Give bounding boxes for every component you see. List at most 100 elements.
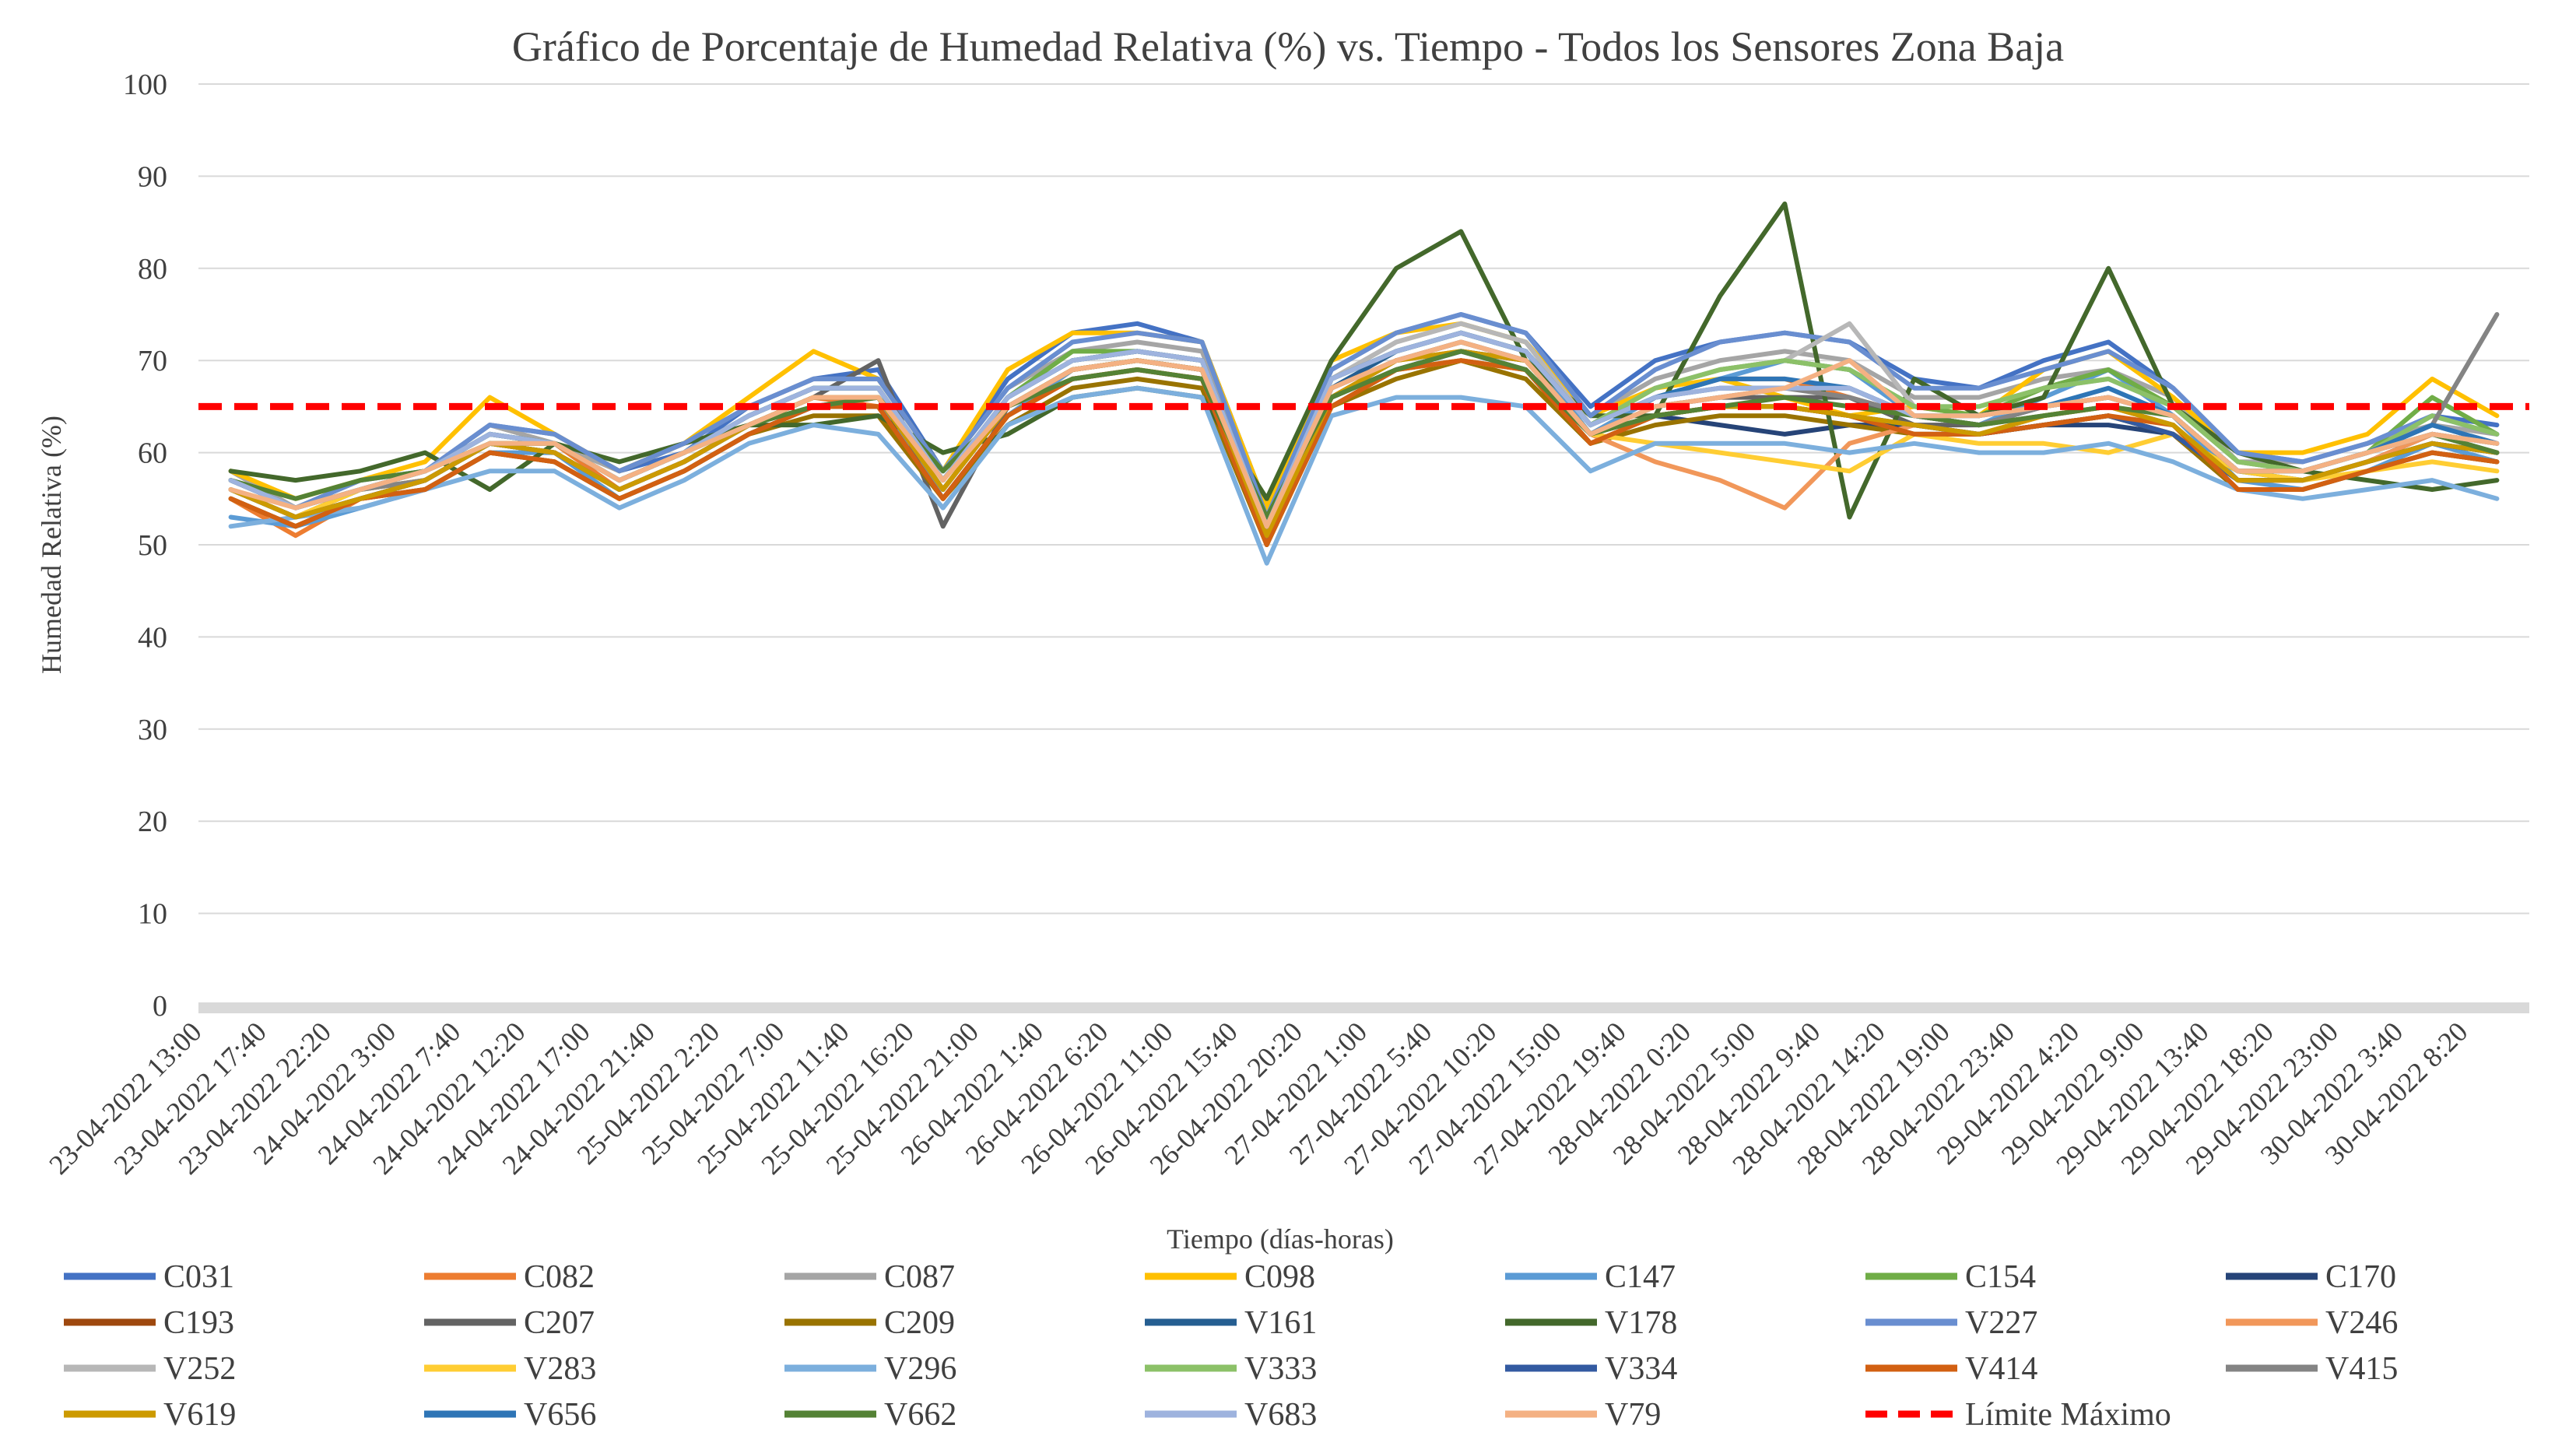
y-tick-label: 50 (138, 529, 167, 562)
data-point (1912, 423, 1917, 427)
data-point (2171, 459, 2175, 464)
data-point (1653, 413, 1658, 418)
y-tick-label: 70 (138, 345, 167, 377)
data-point (1848, 441, 1851, 446)
data-point (1977, 451, 1981, 455)
data-point (229, 524, 233, 528)
data-point (811, 413, 816, 418)
data-point (1005, 395, 1010, 400)
legend-label: V334 (1605, 1351, 1677, 1387)
data-point (423, 469, 427, 473)
data-point (2236, 487, 2241, 492)
series-line-v414 (228, 358, 2500, 547)
data-point (2041, 413, 2046, 418)
data-point (1265, 533, 1269, 538)
data-point (1653, 367, 1658, 372)
data-point (553, 469, 557, 473)
data-point (1782, 349, 1787, 353)
data-point (1329, 358, 1334, 363)
data-point (358, 469, 363, 473)
data-point (2171, 432, 2175, 437)
legend-label: C147 (1605, 1259, 1676, 1295)
data-point (2430, 451, 2434, 455)
data-point (1653, 395, 1658, 400)
data-point (1588, 404, 1593, 409)
data-point (746, 413, 751, 418)
data-point (1782, 358, 1787, 363)
data-point (1329, 386, 1334, 391)
data-point (2430, 432, 2434, 437)
data-point (2236, 451, 2241, 455)
data-point (553, 432, 557, 437)
y-tick-labels: 0 10 20 30 40 50 60 70 80 90 100 (123, 68, 167, 1023)
data-point (487, 469, 492, 473)
data-point (941, 524, 946, 528)
data-point (1977, 432, 1981, 437)
data-point (941, 478, 946, 483)
y-tick-label: 60 (138, 437, 167, 470)
data-point (2041, 451, 2046, 455)
data-point (876, 377, 880, 381)
data-point (2236, 459, 2241, 464)
data-point (1005, 367, 1010, 372)
data-point (1848, 515, 1851, 519)
y-tick-label: 40 (138, 621, 167, 654)
data-point (1135, 349, 1139, 353)
y-tick-label: 90 (138, 160, 167, 193)
data-point (1718, 386, 1722, 391)
data-point (746, 441, 751, 446)
data-point (1912, 404, 1917, 409)
data-point (1912, 395, 1917, 400)
data-point (2430, 478, 2434, 483)
data-point (1653, 423, 1658, 427)
data-point (1912, 441, 1917, 446)
data-point (487, 451, 492, 455)
data-point (1718, 293, 1722, 298)
data-point (1718, 377, 1722, 381)
data-point (2041, 377, 2046, 381)
legend-label: C098 (1244, 1259, 1315, 1295)
data-point (876, 395, 880, 400)
data-point (811, 386, 816, 391)
data-point (1977, 441, 1981, 446)
data-point (1848, 386, 1851, 391)
data-point (1718, 423, 1722, 427)
legend-label: V79 (1605, 1397, 1661, 1433)
data-point (2430, 395, 2434, 400)
data-point (1394, 358, 1399, 363)
legend-label: C087 (884, 1259, 955, 1295)
data-point (423, 487, 427, 492)
data-point (2301, 469, 2305, 473)
legend-label: V656 (524, 1397, 596, 1433)
data-point (1718, 395, 1722, 400)
data-point (1394, 331, 1399, 335)
data-point (1458, 229, 1463, 233)
data-point (1135, 340, 1139, 344)
data-point (1912, 432, 1917, 437)
data-point (2494, 459, 2499, 464)
data-point (1588, 432, 1593, 437)
legend-label: C193 (163, 1305, 234, 1341)
data-point (2106, 340, 2111, 344)
data-point (876, 358, 880, 363)
data-point (682, 451, 686, 455)
data-point (1653, 459, 1658, 464)
series-line-v227 (228, 312, 2500, 520)
data-point (2301, 478, 2305, 483)
data-point (2236, 478, 2241, 483)
data-point (1782, 377, 1787, 381)
data-point (2236, 469, 2241, 473)
data-point (941, 497, 946, 501)
data-point (1005, 432, 1010, 437)
data-point (2106, 349, 2111, 353)
data-point (487, 487, 492, 492)
data-point (1782, 386, 1787, 391)
data-point (229, 497, 233, 501)
data-point (2171, 423, 2175, 427)
data-point (941, 487, 946, 492)
data-point (1458, 331, 1463, 335)
data-point (1977, 423, 1981, 427)
data-point (941, 469, 946, 473)
data-point (1135, 331, 1139, 335)
